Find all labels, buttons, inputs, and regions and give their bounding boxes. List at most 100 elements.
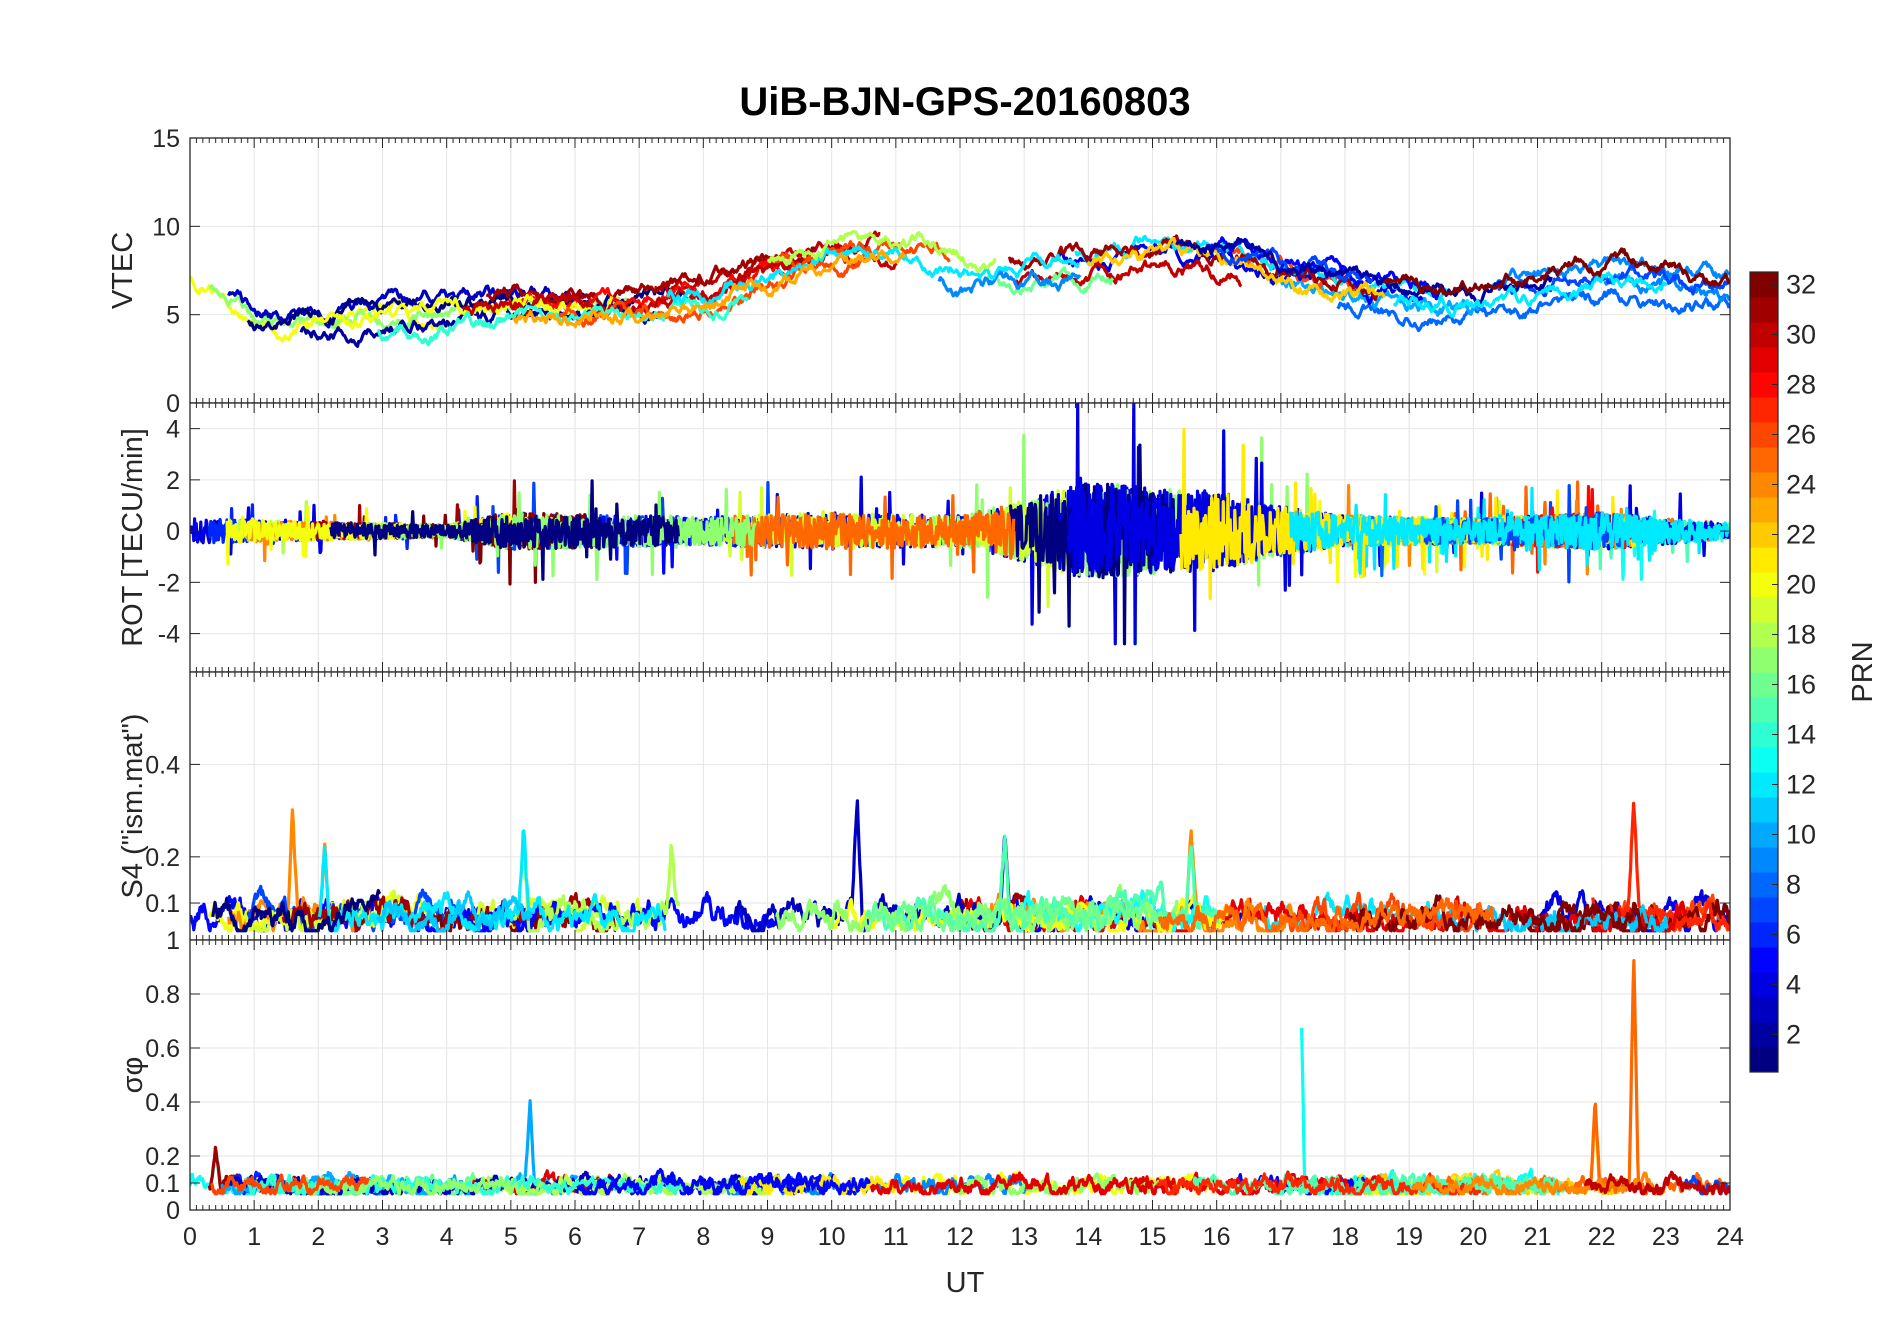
y-tick-label: 0.2 [145, 1143, 180, 1171]
series-prn-23 [512, 249, 907, 329]
x-tick-label: 1 [247, 1223, 261, 1251]
y-axis-label: σφ [117, 1057, 149, 1094]
series-prn-11 [1423, 904, 1669, 933]
series-prn-7 [1423, 484, 1623, 552]
series-prn-32 [1382, 247, 1730, 296]
series-prn-29 [869, 1171, 1177, 1196]
series-prn-25 [1157, 897, 1495, 933]
x-tick-label: 2 [311, 1223, 325, 1251]
colorbar-band [1750, 597, 1778, 623]
series-group [190, 959, 1730, 1196]
colorbar-tick-label: 14 [1786, 720, 1816, 750]
x-tick-label: 4 [440, 1223, 454, 1251]
colorbar-tick-label: 22 [1786, 520, 1816, 550]
y-tick-label: 0 [166, 390, 180, 418]
y-tick-label: 5 [166, 302, 180, 330]
x-tick-label: 11 [883, 1223, 909, 1251]
colorbar-tick-label: 10 [1786, 820, 1816, 850]
y-tick-label: 0 [166, 1197, 180, 1225]
x-tick-label: 8 [696, 1223, 710, 1251]
series-prn-24 [1411, 1171, 1653, 1196]
x-tick-label: 6 [568, 1223, 582, 1251]
colorbar-band [1750, 547, 1778, 573]
series-prn-16 [983, 266, 1115, 296]
colorbar-tick-label: 6 [1786, 920, 1801, 950]
y-tick-label: 0.6 [145, 1035, 180, 1063]
x-tick-label: 17 [1267, 1223, 1295, 1251]
colorbar-band [1750, 347, 1778, 373]
colorbar-band [1750, 397, 1778, 423]
x-tick-label: 5 [504, 1223, 518, 1251]
series-prn-5 [576, 1167, 871, 1196]
x-tick-label: 14 [1074, 1223, 1102, 1251]
x-tick-label: 18 [1331, 1223, 1359, 1251]
y-tick-label: 0.4 [145, 1089, 180, 1117]
colorbar-band [1750, 697, 1778, 723]
y-tick-label: 15 [152, 125, 180, 153]
series-prn-11 [375, 890, 533, 933]
series-prn-12 [1289, 493, 1666, 575]
x-tick-label: 22 [1588, 1223, 1616, 1251]
series-group [190, 403, 1730, 646]
x-tick-label: 15 [1139, 1223, 1167, 1251]
series-prn-1 [211, 889, 382, 933]
panel-vtec: 0 5 10 15 VTEC [107, 125, 1731, 418]
x-tick-label: 7 [632, 1223, 646, 1251]
y-axis-label: ROT [TECU/min] [117, 428, 149, 647]
colorbar-band [1750, 797, 1778, 823]
colorbar-band [1750, 497, 1778, 523]
y-tick-label: 0.1 [145, 1170, 180, 1198]
colorbar-tick-label: 30 [1786, 320, 1816, 350]
series-prn-1 [328, 479, 680, 581]
y-tick-label: 0.8 [145, 981, 180, 1009]
series-prn-22 [1086, 237, 1386, 303]
series-prn-25 [731, 494, 1016, 580]
colorbar-band [1750, 647, 1778, 673]
series-prn-16 [868, 894, 1164, 933]
series-prn-26 [210, 1173, 370, 1196]
series-prn-8 [1336, 288, 1730, 333]
colorbar-tick-label: 18 [1786, 620, 1816, 650]
colorbar-tick-label: 2 [1786, 1020, 1801, 1050]
colorbar-tick-label: 32 [1786, 270, 1816, 300]
x-tick-label: 21 [1524, 1223, 1552, 1251]
colorbar-tick-label: 12 [1786, 770, 1816, 800]
series-group [190, 230, 1730, 348]
y-tick-label: 4 [166, 416, 180, 444]
panel-s4: 0.1 0.2 0.4S4 ("ism.mat") [117, 671, 1731, 941]
colorbar-band [1750, 297, 1778, 323]
chart-title: UiB-BJN-GPS-20160803 [739, 80, 1190, 124]
colorbar-tick-label: 24 [1786, 470, 1816, 500]
x-tick-label: 3 [376, 1223, 390, 1251]
series-prn-2 [1175, 237, 1553, 306]
y-tick-label: 0.2 [145, 844, 180, 872]
y-tick-label: -2 [158, 569, 180, 597]
colorbar-tick-label: 4 [1786, 970, 1801, 1000]
x-tick-label: 24 [1716, 1223, 1744, 1251]
colorbar-band [1750, 747, 1778, 773]
y-axis-label: S4 ("ism.mat") [117, 714, 149, 899]
colorbar-band [1750, 847, 1778, 873]
x-tick-label: 23 [1652, 1223, 1680, 1251]
series-prn-18 [766, 230, 997, 274]
colorbar-tick-label: 20 [1786, 570, 1816, 600]
y-tick-label: 0.1 [145, 890, 180, 918]
colorbar-band [1750, 447, 1778, 473]
x-tick-label: 16 [1203, 1223, 1231, 1251]
series-prn-20 [301, 293, 614, 330]
x-tick-label: 9 [761, 1223, 775, 1251]
y-tick-label: -4 [158, 621, 180, 649]
colorbar-tick-label: 16 [1786, 670, 1816, 700]
x-tick-label: 13 [1010, 1223, 1038, 1251]
x-axis-label: UT [946, 1267, 985, 1299]
y-tick-label: 1 [166, 927, 180, 955]
colorbar-band [1750, 1047, 1778, 1073]
series-prn-9 [937, 269, 1082, 298]
colorbar-tick-label: 8 [1786, 870, 1801, 900]
x-tick-label: 12 [946, 1223, 974, 1251]
x-tick-label: 0 [183, 1223, 197, 1251]
series-prn-15 [864, 834, 1222, 933]
y-axis-label: VTEC [107, 232, 139, 309]
